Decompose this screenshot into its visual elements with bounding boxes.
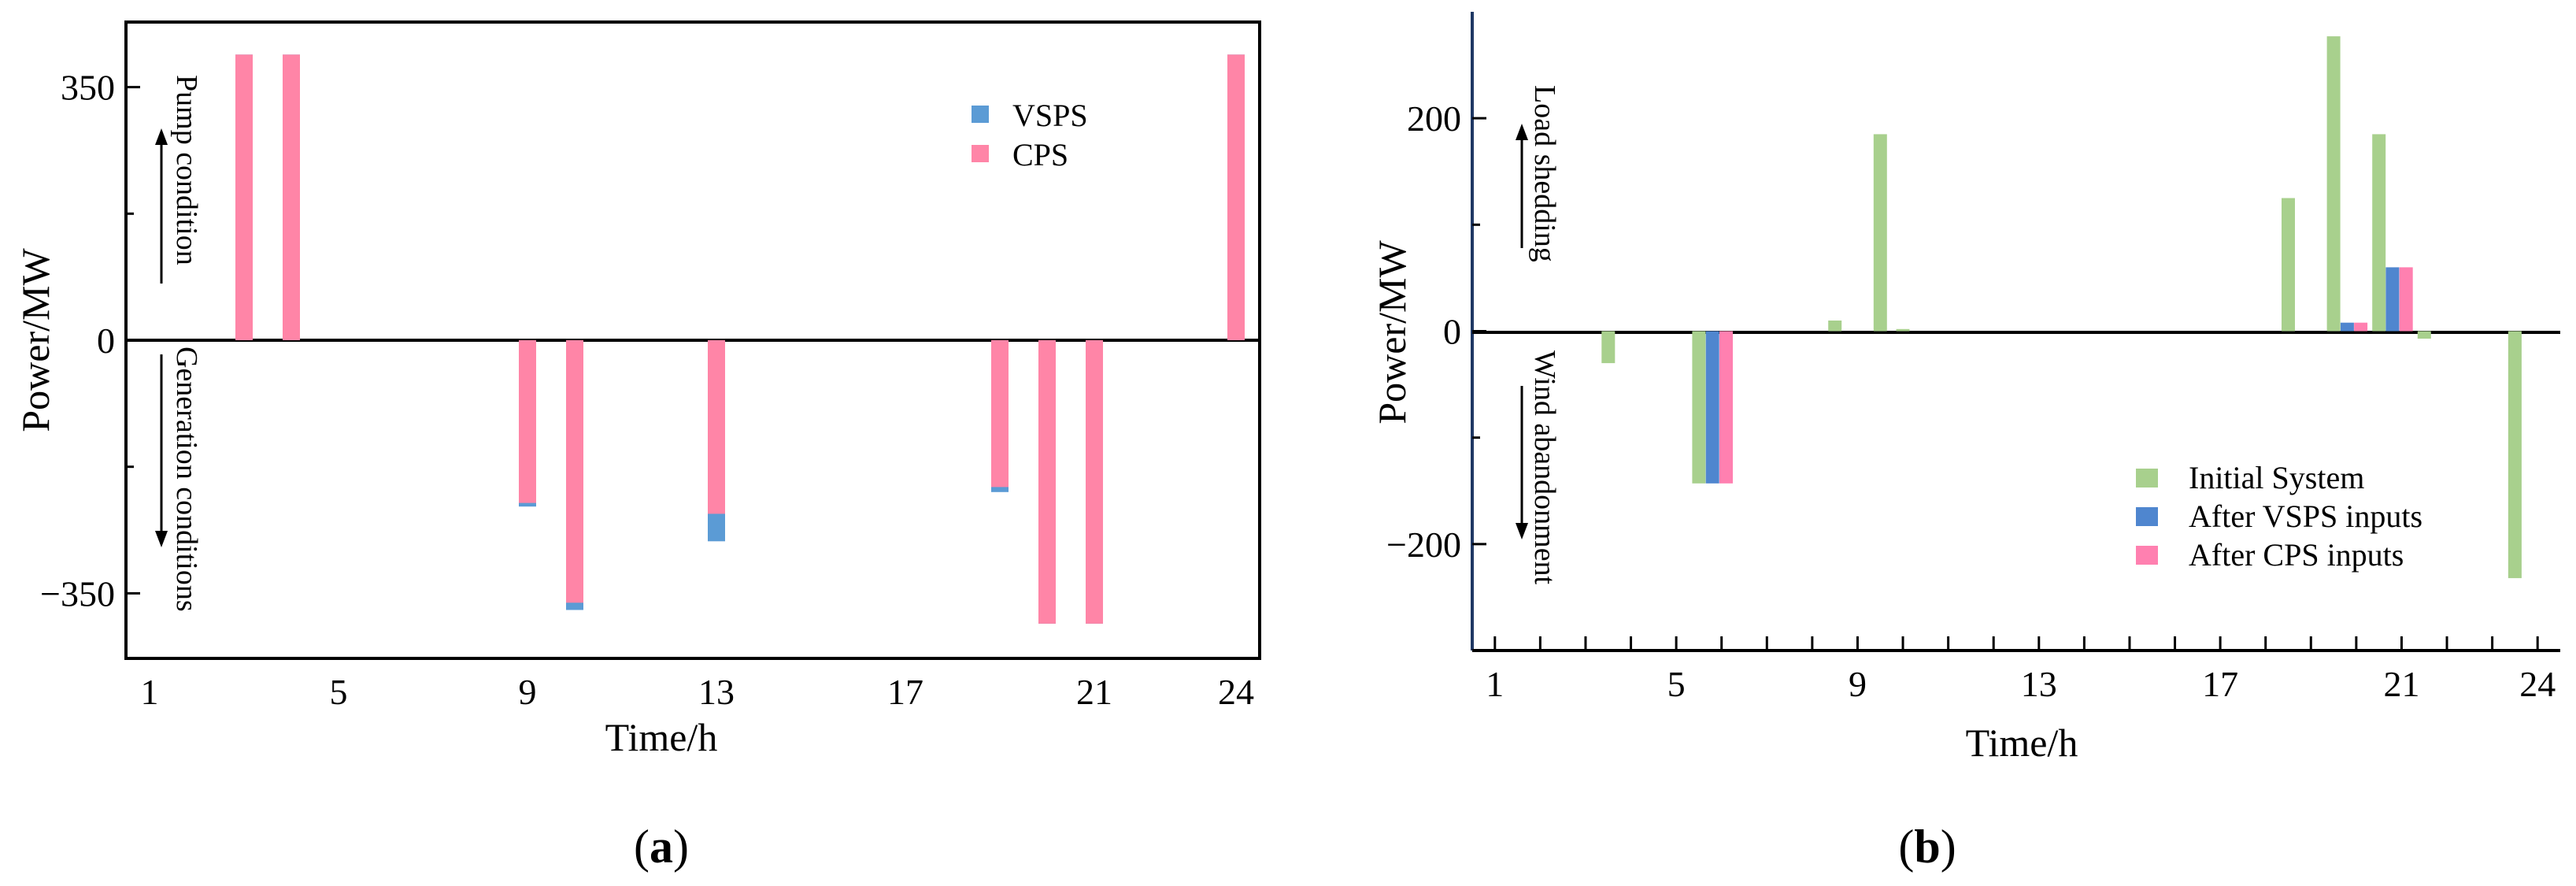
panel-b-bar-initial-system-7 xyxy=(2372,134,2386,332)
panel-b-bar-initial-system-5 xyxy=(2282,198,2295,332)
panel-b-y-tick-label-2: 200 xyxy=(1407,98,1461,139)
panel-b-legend-vsps: After VSPS inputs xyxy=(2189,499,2422,534)
panel-a-y-tick-label-2: 350 xyxy=(61,68,115,108)
panel-b-down-arrowhead xyxy=(1516,523,1528,539)
panel-b-bar-after-vsps-inputs-1 xyxy=(2340,322,2354,332)
panel-a-x-tick-label-5: 21 xyxy=(1076,672,1112,712)
panel-b-wind-abandonment-label: Wind abandonment xyxy=(1528,350,1561,585)
panel-b-bar-after-vsps-inputs-2 xyxy=(2385,267,2400,332)
panel-b-up-arrowhead xyxy=(1516,124,1528,140)
panel-a-up-arrowhead xyxy=(155,128,168,145)
panel-a-pump-condition-label: Pump condition xyxy=(170,75,203,265)
panel-b-bar-initial-system-0 xyxy=(1601,331,1616,364)
panel-b-bar-initial-system-4 xyxy=(1896,328,1910,332)
panel-a-bar-cps-8 xyxy=(1227,54,1245,341)
panel-a-bar-cps-6 xyxy=(1038,340,1056,624)
panel-a-x-tick-label-1: 5 xyxy=(330,672,348,712)
panel-a-legend-vsps: VSPS xyxy=(1012,98,1088,133)
panel-b-x-tick-label-6: 24 xyxy=(2519,664,2556,704)
panel-a-legend-cps: CPS xyxy=(1012,137,1068,172)
panel-b-bar-after-cps-inputs-0 xyxy=(1719,331,1733,484)
panel-a-bar-cps-5 xyxy=(991,340,1009,487)
panel-b-bar-initial-system-9 xyxy=(2508,331,2522,579)
panel-b-x-tick-label-0: 1 xyxy=(1486,664,1504,704)
panel-a-down-arrowhead xyxy=(155,531,168,547)
panel-b-legend-initial: Initial System xyxy=(2189,460,2364,495)
panel-b-y-tick-label-0: −200 xyxy=(1386,525,1461,565)
panel-a-x-tick-label-2: 9 xyxy=(519,672,537,712)
panel-b-x-tick-label-4: 17 xyxy=(2202,664,2238,704)
panel-b-bar-initial-system-6 xyxy=(2326,36,2341,332)
panel-b-x-tick-label-1: 5 xyxy=(1667,664,1686,704)
panel-b-x-tick-label-5: 21 xyxy=(2383,664,2419,704)
panel-a-bar-cps-0 xyxy=(235,54,253,341)
panel-a-legend-swatch-cps xyxy=(972,145,989,162)
panel-a-y-ticks: −350 0 350 xyxy=(40,68,140,614)
panel-a-generation-conditions-label: Generation conditions xyxy=(170,347,203,612)
panel-b-legend-swatch-cps xyxy=(2136,546,2158,565)
panel-a-x-ticks: 1 5 9 13 17 21 24 xyxy=(141,672,1255,712)
panel-a-x-tick-label-4: 17 xyxy=(887,672,923,712)
panel-b-legend-swatch-initial xyxy=(2136,469,2158,487)
panel-b-legend-cps: After CPS inputs xyxy=(2189,537,2404,573)
panel-a-bars xyxy=(235,54,1245,624)
panel-a-label: (a) xyxy=(634,821,689,873)
panel-b-y-axis-title: Power/MW xyxy=(1370,240,1414,424)
panel-a-bar-cps-1 xyxy=(283,54,300,341)
panel-a-x-axis-title: Time/h xyxy=(605,715,718,759)
panel-b-legend-swatch-vsps xyxy=(2136,507,2158,526)
panel-a-x-tick-label-6: 24 xyxy=(1218,672,1254,712)
panel-a-bar-cps-2 xyxy=(519,340,536,503)
panel-b-bar-after-cps-inputs-1 xyxy=(2354,322,2368,332)
panel-a-y-tick-label-1: 0 xyxy=(97,321,115,361)
panel-b-bar-initial-system-2 xyxy=(1828,321,1842,332)
panel-b-load-shedding-label: Load shedding xyxy=(1528,85,1561,262)
panel-a-bar-cps-4 xyxy=(708,340,725,514)
panel-a-x-tick-label-0: 1 xyxy=(141,672,159,712)
panel-b-bar-initial-system-8 xyxy=(2417,331,2431,339)
panel-b-bar-after-cps-inputs-2 xyxy=(2399,267,2413,332)
panel-b-bar-initial-system-1 xyxy=(1692,331,1706,484)
panel-b-x-tick-label-2: 9 xyxy=(1849,664,1867,704)
panel-b-bar-initial-system-3 xyxy=(1873,134,1887,332)
panel-a-legend-swatch-vsps xyxy=(972,106,989,123)
panel-a-x-tick-label-3: 13 xyxy=(698,672,735,712)
panel-b-x-tick-label-3: 13 xyxy=(2021,664,2057,704)
panel-b-x-axis-title: Time/h xyxy=(1966,721,2078,765)
panel-a-y-tick-label-0: −350 xyxy=(40,573,115,614)
panel-b-y-tick-label-1: 0 xyxy=(1443,312,1461,352)
panel-b-y-ticks: −200 0 200 xyxy=(1386,98,1486,565)
panel-b-bars xyxy=(1601,36,2522,579)
panel-b-x-ticks: 1 5 9 13 17 21 24 xyxy=(1486,636,2556,704)
panel-a-bar-cps-3 xyxy=(566,340,583,603)
panel-b-bar-after-vsps-inputs-0 xyxy=(1705,331,1719,484)
panel-b-label: (b) xyxy=(1898,821,1956,873)
panel-a-chart: −350 0 350 1 5 9 13 17 21 24 Power/MW Time/h Pum… xyxy=(13,20,1261,873)
panel-a-y-axis-title: Power/MW xyxy=(13,248,57,432)
panel-b-chart: −200 0 200 1 5 9 13 17 21 24 Power/MW Time/h Loa… xyxy=(1370,12,2560,873)
panel-a-bar-cps-7 xyxy=(1086,340,1103,624)
